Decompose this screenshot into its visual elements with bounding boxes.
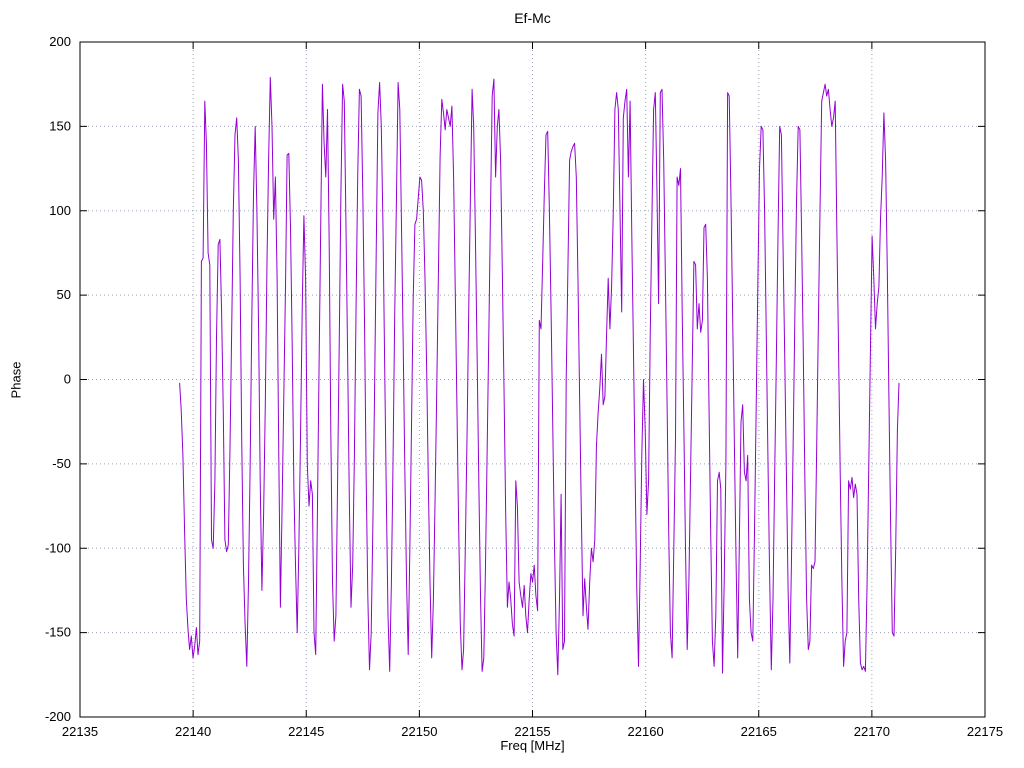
chart-title: Ef-Mc	[514, 10, 551, 26]
plot-border	[79, 41, 986, 718]
y-tick-label: -150	[45, 625, 71, 640]
x-tick-label: 22145	[288, 724, 324, 739]
y-tick-label: -100	[45, 540, 71, 555]
y-tick-label: 50	[57, 287, 71, 302]
x-tick-label: 22150	[401, 724, 437, 739]
x-tick-label: 22155	[514, 724, 550, 739]
x-tick-label: 22160	[628, 724, 664, 739]
y-tick-label: 200	[49, 34, 71, 49]
x-tick-label: 22170	[854, 724, 890, 739]
x-axis-label: Freq [MHz]	[500, 738, 565, 753]
y-tick-label: 150	[49, 118, 71, 133]
x-tick-label: 22135	[62, 724, 98, 739]
y-tick-label: 100	[49, 203, 71, 218]
x-tick-label: 22165	[741, 724, 777, 739]
y-tick-label: 0	[64, 372, 71, 387]
y-tick-label: -200	[45, 709, 71, 724]
x-tick-label: 22140	[175, 724, 211, 739]
y-tick-label: -50	[52, 456, 71, 471]
data-series-line	[179, 76, 900, 676]
x-tick-label: 22175	[967, 724, 1003, 739]
